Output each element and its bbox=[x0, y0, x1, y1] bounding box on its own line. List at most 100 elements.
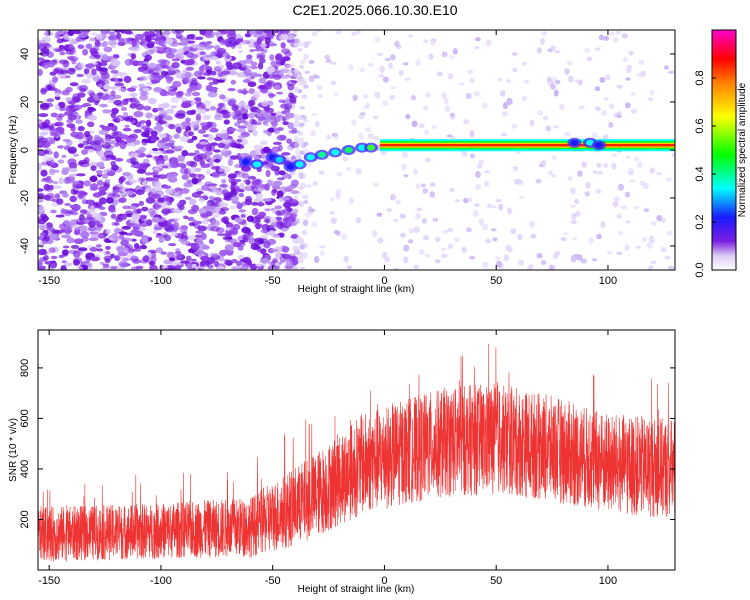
spectral-point bbox=[175, 248, 181, 252]
spectral-point bbox=[410, 95, 416, 101]
spectral-point bbox=[42, 123, 49, 128]
spectral-point bbox=[72, 180, 80, 185]
spectral-point bbox=[188, 222, 196, 227]
spectral-point bbox=[53, 151, 59, 159]
spectral-point bbox=[195, 230, 204, 234]
panel1-axes: -150 -100 -50 0 50 100 -40 -20 0 20 40 bbox=[19, 30, 675, 287]
spectral-point bbox=[40, 169, 48, 177]
spectral-point bbox=[159, 39, 166, 47]
spectral-point bbox=[263, 241, 271, 249]
spectral-point bbox=[506, 97, 513, 106]
spectral-point bbox=[108, 193, 116, 197]
spectral-point bbox=[194, 250, 203, 255]
spectral-point bbox=[291, 234, 298, 238]
spectral-point bbox=[189, 198, 197, 206]
spectral-point bbox=[98, 250, 107, 254]
spectral-point bbox=[69, 168, 78, 173]
colorbar-axis: 0.0 0.2 0.4 0.6 0.8 bbox=[694, 70, 716, 278]
spectral-point bbox=[155, 234, 166, 239]
spectral-point bbox=[141, 236, 149, 243]
spectral-point bbox=[372, 115, 379, 120]
spectral-point bbox=[221, 129, 228, 135]
spectral-point bbox=[145, 112, 153, 119]
spectral-point bbox=[265, 30, 276, 38]
spectral-point bbox=[190, 242, 200, 251]
spectral-point bbox=[82, 48, 89, 56]
spectral-point bbox=[189, 121, 200, 129]
spectral-point bbox=[298, 171, 304, 179]
spectral-point bbox=[278, 170, 286, 175]
spectral-point bbox=[124, 97, 133, 102]
spectral-point bbox=[97, 83, 103, 88]
spectral-point bbox=[258, 77, 267, 84]
spectral-point bbox=[199, 51, 206, 56]
spectral-point bbox=[143, 105, 152, 111]
spectral-point bbox=[98, 186, 108, 192]
spectral-point bbox=[224, 239, 232, 243]
spectral-point bbox=[598, 34, 605, 41]
spectral-point bbox=[434, 259, 441, 264]
spectral-point bbox=[88, 237, 99, 241]
spectral-point bbox=[268, 230, 275, 236]
spectral-point bbox=[204, 108, 210, 112]
spectral-point bbox=[485, 238, 492, 244]
spectral-point bbox=[198, 129, 206, 134]
spectral-point bbox=[355, 217, 362, 224]
spectral-point bbox=[200, 255, 210, 262]
spectral-point bbox=[335, 193, 341, 200]
spectral-point bbox=[389, 94, 395, 100]
spectral-point bbox=[262, 146, 271, 153]
spectral-point bbox=[155, 247, 164, 254]
spectral-point bbox=[246, 112, 256, 119]
spectral-point bbox=[133, 230, 144, 237]
spectral-point bbox=[62, 60, 70, 68]
spectral-point bbox=[75, 119, 83, 124]
spectral-point bbox=[198, 71, 208, 76]
spectral-point bbox=[317, 94, 323, 98]
spectral-point bbox=[527, 266, 533, 270]
spectral-point bbox=[260, 140, 268, 145]
spectral-point bbox=[228, 228, 239, 236]
spectral-point bbox=[173, 192, 183, 199]
spectral-point bbox=[612, 200, 619, 208]
spectral-point bbox=[289, 253, 297, 257]
spectral-point bbox=[228, 177, 236, 184]
spectral-point bbox=[481, 102, 488, 109]
spectral-point bbox=[432, 217, 439, 222]
spectral-point bbox=[247, 82, 256, 86]
spectral-point bbox=[250, 61, 258, 67]
spectral-point bbox=[502, 102, 508, 109]
ridge-band-core bbox=[379, 144, 675, 147]
spectral-point bbox=[100, 155, 106, 163]
spectral-point bbox=[105, 245, 111, 250]
colorbar-tick-label: 0.2 bbox=[694, 214, 706, 229]
spectral-point bbox=[302, 194, 309, 200]
spectral-point bbox=[266, 228, 277, 232]
spectral-point bbox=[91, 32, 98, 36]
spectral-point bbox=[195, 36, 204, 41]
spectral-point bbox=[39, 131, 49, 136]
spectral-point bbox=[135, 121, 142, 128]
ridge-blob-core bbox=[570, 139, 579, 146]
spectral-point bbox=[256, 109, 262, 113]
spectral-point bbox=[50, 209, 57, 214]
spectral-point bbox=[476, 165, 483, 169]
spectral-point bbox=[59, 51, 66, 56]
spectral-point bbox=[266, 65, 276, 74]
spectral-point bbox=[126, 87, 137, 92]
spectral-point bbox=[174, 250, 182, 255]
spectral-point bbox=[272, 141, 282, 145]
spectral-point bbox=[163, 185, 172, 190]
spectral-point bbox=[82, 30, 89, 37]
spectral-point bbox=[143, 58, 150, 63]
spectral-point bbox=[57, 145, 64, 149]
spectral-point bbox=[111, 232, 119, 239]
spectral-point bbox=[111, 164, 119, 171]
spectral-point bbox=[301, 229, 308, 236]
spectral-point bbox=[264, 208, 271, 212]
spectral-point bbox=[168, 123, 176, 130]
spectral-point bbox=[325, 58, 332, 64]
spectral-point bbox=[294, 217, 301, 225]
spectral-point bbox=[302, 252, 308, 258]
spectral-point bbox=[150, 137, 157, 142]
